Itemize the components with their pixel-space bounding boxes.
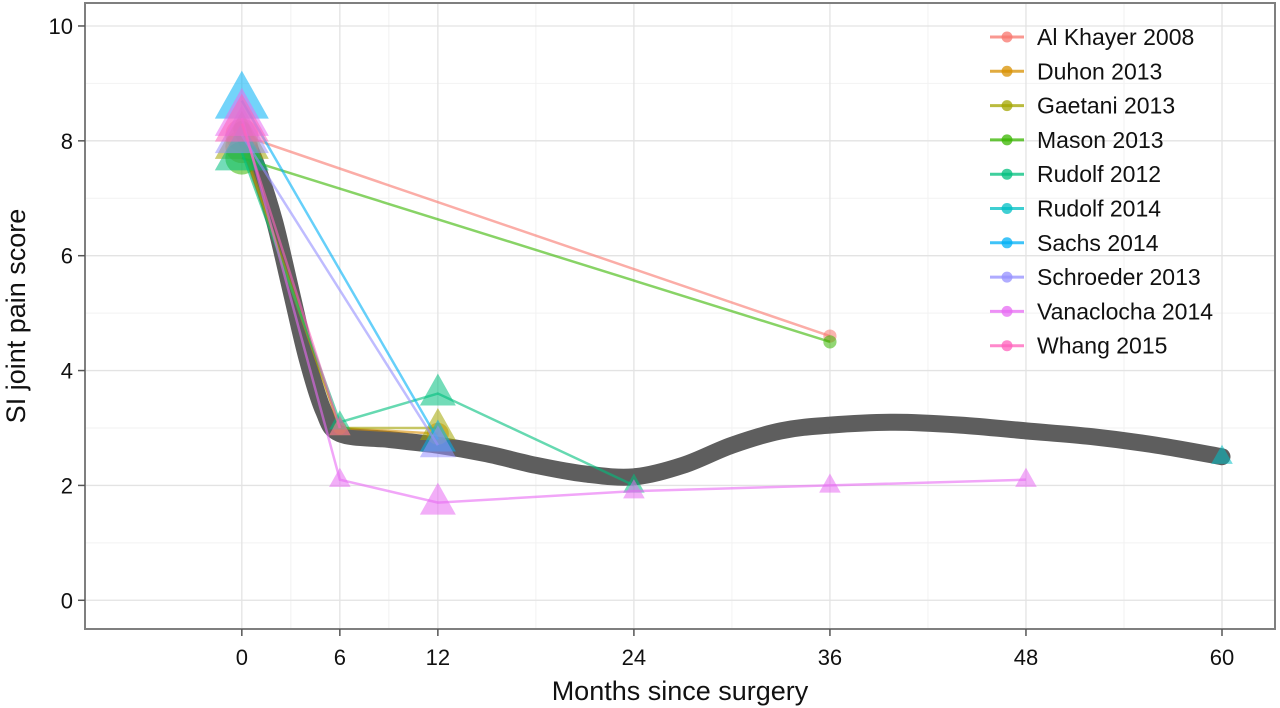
data-point [1211, 444, 1233, 464]
x-tick-label: 24 [622, 645, 646, 670]
legend-swatch-dot [1001, 134, 1013, 146]
legend-swatch-dot [1001, 31, 1013, 43]
legend-item: Mason 2013 [990, 127, 1164, 153]
legend-item: Schroeder 2013 [990, 264, 1201, 290]
data-point [329, 415, 351, 436]
series-line [240, 134, 439, 446]
x-axis-title: Months since surgery [552, 676, 809, 706]
legend-label: Schroeder 2013 [1037, 264, 1201, 290]
legend-item: Whang 2015 [990, 333, 1167, 359]
y-tick-label: 8 [61, 129, 73, 154]
y-tick-label: 4 [61, 359, 73, 384]
legend-label: Rudolf 2014 [1037, 196, 1161, 222]
data-point [623, 479, 645, 499]
data-point [819, 473, 841, 493]
legend-item: Rudolf 2014 [990, 196, 1161, 222]
data-point [1015, 467, 1037, 487]
series-rudolf-2014 [1211, 444, 1233, 464]
grid-major [85, 3, 1275, 629]
legend-swatch-dot [1001, 203, 1013, 214]
x-tick-label: 0 [236, 645, 248, 670]
x-tick-label: 36 [818, 645, 842, 670]
legend-swatch-dot [1001, 65, 1013, 77]
series-line [241, 133, 831, 338]
data-point [214, 93, 269, 142]
plot-panel [85, 3, 1275, 629]
series-line [240, 100, 439, 441]
series-layer [214, 70, 1233, 515]
grid-minor [85, 3, 1275, 629]
x-tick-label: 12 [426, 645, 450, 670]
legend: Al Khayer 2008 Duhon 2013 Gaetani 2013 Maso… [990, 24, 1213, 359]
y-tick-label: 0 [61, 588, 73, 613]
legend-label: Vanaclocha 2014 [1037, 298, 1213, 324]
legend-item: Vanaclocha 2014 [990, 298, 1213, 324]
y-axis-title: SI joint pain score [1, 209, 31, 424]
x-tick-label: 60 [1210, 645, 1234, 670]
plot-border [84, 2, 1276, 630]
legend-swatch-dot [1001, 271, 1013, 283]
legend-label: Duhon 2013 [1037, 58, 1162, 84]
legend-swatch-dot [1001, 100, 1013, 112]
legend-item: Duhon 2013 [990, 58, 1162, 84]
series-line [241, 156, 831, 344]
y-tick-label: 10 [49, 14, 73, 39]
legend-swatch-dot [1001, 168, 1013, 180]
legend-label: Gaetani 2013 [1037, 93, 1175, 119]
legend-item: Rudolf 2012 [990, 161, 1161, 187]
y-tick-label: 6 [61, 244, 73, 269]
data-point [419, 373, 456, 406]
legend-swatch-dot [1001, 305, 1013, 317]
y-tick-label: 2 [61, 473, 73, 498]
x-tick-label: 6 [334, 645, 346, 670]
legend-item: Sachs 2014 [990, 230, 1159, 256]
legend-label: Rudolf 2012 [1037, 161, 1161, 187]
legend-swatch-dot [1001, 340, 1013, 352]
x-axis: 0 6 12 24 36 48 60 [236, 629, 1234, 670]
legend-label: Whang 2015 [1037, 333, 1167, 359]
data-point [823, 335, 837, 349]
legend-label: Sachs 2014 [1037, 230, 1159, 256]
data-point [419, 425, 456, 458]
series-line [240, 151, 635, 487]
series-whang-2015 [214, 93, 351, 436]
data-point [329, 467, 351, 487]
legend-label: Al Khayer 2008 [1037, 24, 1194, 50]
legend-item: Gaetani 2013 [990, 93, 1175, 119]
legend-item: Al Khayer 2008 [990, 24, 1194, 50]
data-point [419, 482, 456, 515]
legend-label: Mason 2013 [1037, 127, 1164, 153]
series-line [240, 123, 342, 429]
x-tick-label: 48 [1014, 645, 1038, 670]
series-line [240, 117, 1027, 504]
y-axis: 0 2 4 6 8 10 [49, 14, 85, 613]
legend-swatch-dot [1001, 237, 1013, 249]
